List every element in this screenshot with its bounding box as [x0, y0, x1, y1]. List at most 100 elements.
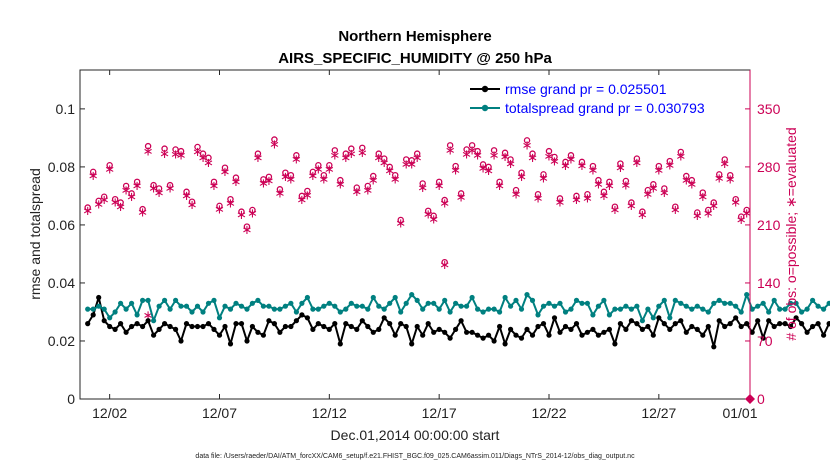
spread-point	[183, 303, 190, 309]
obs-evaluated-point: ∗	[571, 193, 582, 208]
x-tick-label: 12/22	[531, 405, 566, 421]
rmse-point	[678, 318, 684, 324]
rmse-point	[777, 321, 783, 327]
obs-possible-point	[413, 150, 421, 157]
obs-evaluated-point: ∗	[445, 143, 456, 158]
rmse-point	[244, 338, 250, 344]
obs-possible-point	[370, 172, 377, 180]
obs-possible-point	[243, 223, 251, 230]
rmse-point	[200, 323, 206, 330]
obs-possible-point	[677, 148, 685, 156]
rmse-point	[480, 335, 486, 341]
spread-point	[173, 297, 179, 303]
spread-point	[156, 303, 162, 309]
spread-point	[145, 297, 151, 303]
rmse-point	[249, 323, 255, 330]
obs-evaluated-point: ∗	[511, 187, 522, 202]
spread-point	[222, 303, 228, 309]
rmse-point	[381, 315, 387, 321]
rmse-point	[623, 326, 629, 332]
obs-evaluated-point: ∗	[258, 177, 269, 192]
legend-spread-label: totalspread grand pr = 0.030793	[505, 100, 705, 116]
obs-possible-point	[523, 137, 531, 144]
obs-evaluated-point: ∗	[93, 197, 104, 212]
spread-point	[238, 303, 245, 309]
obs-evaluated-point: ∗	[329, 148, 340, 163]
rmse-point	[178, 338, 184, 344]
rmse-point	[705, 323, 711, 330]
obs-evaluated-point: ∗	[681, 173, 692, 188]
legend-box	[467, 77, 685, 119]
obs-possible-point	[639, 208, 646, 215]
rmse-point	[771, 323, 777, 330]
spread-point	[508, 303, 514, 309]
obs-evaluated-point: ∗	[708, 199, 719, 214]
y-left-tick-label: 0.02	[48, 333, 75, 349]
obs-possible-point	[529, 150, 536, 157]
rmse-point	[409, 341, 415, 347]
spread-point	[826, 300, 830, 306]
obs-evaluated-point: ∗	[719, 157, 730, 172]
obs-evaluated-point: ∗	[736, 213, 747, 228]
spread-point	[167, 306, 173, 312]
obs-possible-point	[309, 168, 317, 176]
rmse-point	[810, 323, 816, 330]
rmse-point	[799, 321, 805, 327]
obs-evaluated-point: ∗	[143, 144, 154, 159]
spread-point	[738, 309, 744, 315]
obs-possible-point	[254, 150, 262, 157]
obs-evaluated-point: ∗	[159, 147, 170, 162]
y-left-tick-label: 0.06	[48, 217, 75, 233]
obs-possible-point	[589, 162, 597, 170]
obs-evaluated-point: ∗	[274, 187, 285, 202]
obs-possible-point	[435, 178, 443, 186]
rmse-point	[348, 323, 354, 330]
spread-point	[293, 309, 299, 315]
obs-possible-point	[221, 164, 229, 171]
obs-possible-point	[737, 213, 745, 220]
spread-point	[216, 315, 223, 321]
rmse-point	[238, 321, 245, 327]
obs-possible-point	[732, 195, 739, 203]
rmse-point	[722, 323, 728, 330]
obs-possible-point	[562, 158, 569, 166]
obs-evaluated-point: ∗	[417, 181, 428, 196]
obs-evaluated-point: ∗	[637, 208, 648, 223]
obs-evaluated-point: ∗	[500, 150, 511, 165]
obs-possible-point	[408, 157, 415, 164]
obs-evaluated-point: ∗	[148, 182, 159, 197]
spread-point	[694, 303, 700, 309]
obs-possible-point	[573, 192, 580, 200]
obs-evaluated-point: ∗	[88, 169, 99, 184]
spread-point	[551, 303, 558, 309]
rmse-point	[123, 329, 129, 335]
obs-evaluated-point: ∗	[714, 172, 725, 187]
obs-evaluated-point: ∗	[494, 179, 505, 194]
rmse-point	[414, 323, 420, 330]
rmse-point	[683, 329, 689, 335]
obs-evaluated-point: ∗	[450, 163, 461, 178]
rmse-point	[475, 332, 481, 338]
rmse-point	[744, 321, 750, 327]
rmse-point	[129, 323, 135, 330]
obs-possible-point	[490, 147, 498, 154]
rmse-point	[107, 323, 113, 330]
rmse-point	[293, 318, 299, 324]
obs-possible-point	[183, 188, 190, 196]
obs-possible-point	[485, 163, 492, 171]
obs-possible-point	[205, 154, 212, 162]
obs-possible-point	[260, 176, 267, 183]
obs-possible-point	[721, 156, 728, 163]
rmse-point	[365, 323, 371, 330]
rmse-point	[491, 338, 497, 344]
spread-point	[475, 306, 481, 312]
obs-evaluated-point: ∗	[686, 177, 697, 192]
obs-evaluated-point: ∗	[730, 196, 741, 211]
y-axis-right-label: # of obs: o=possible; ∗=evaluated	[783, 127, 799, 340]
obs-possible-point	[705, 206, 712, 214]
obs-possible-point	[715, 171, 723, 178]
obs-possible-point	[661, 185, 668, 192]
spread-point	[821, 306, 827, 312]
obs-evaluated-point: ∗	[725, 173, 736, 188]
obs-evaluated-point: ∗	[390, 173, 401, 188]
